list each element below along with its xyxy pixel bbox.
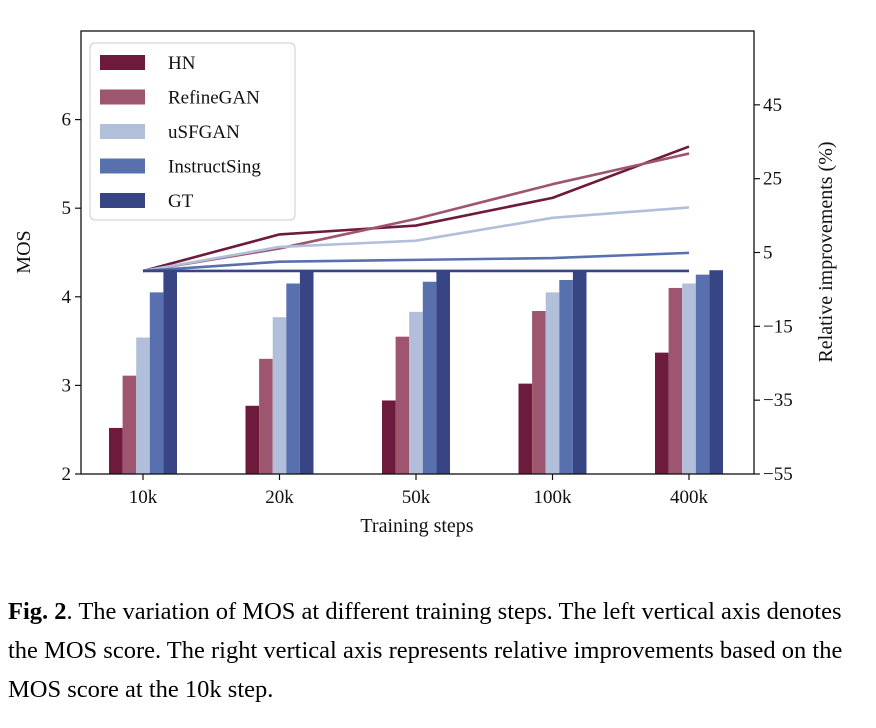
bar-instructsing-20k <box>286 283 300 474</box>
bar-hn-100k <box>518 383 533 474</box>
x-tick-label: 400k <box>670 487 709 508</box>
legend-frame <box>89 42 296 221</box>
y-axis-label: MOS <box>13 230 35 273</box>
bar-usfgan-50k <box>409 311 423 474</box>
bar-usfgan-100k <box>545 292 560 474</box>
bar-instructsing-10k <box>149 292 164 474</box>
bar-refinegan-400k <box>668 287 683 474</box>
bar-usfgan-20k <box>272 317 287 474</box>
bar-usfgan-10k <box>136 337 150 474</box>
bar-hn-400k <box>655 352 669 474</box>
y2-tick-label: 5 <box>763 243 773 264</box>
legend-swatch-usfgan <box>100 124 145 139</box>
x-tick-label: 50k <box>402 487 431 508</box>
bar-gt-10k <box>163 270 177 474</box>
bar-instructsing-50k <box>422 281 437 474</box>
y2-tick-label: −35 <box>763 390 793 411</box>
bar-hn-50k <box>382 400 396 474</box>
caption-label: Fig. 2 <box>8 598 67 625</box>
bar-gt-50k <box>436 270 450 474</box>
y-tick-label: 6 <box>62 110 72 131</box>
legend-label-gt: GT <box>168 191 194 212</box>
bar-refinegan-100k <box>532 310 546 474</box>
line-instructsing <box>142 251 690 273</box>
bar-usfgan-400k <box>682 283 696 474</box>
bar-instructsing-400k <box>695 274 710 474</box>
x-tick-label: 20k <box>265 487 294 508</box>
line-usfgan <box>142 206 690 273</box>
bar-refinegan-50k <box>395 336 410 474</box>
y2-tick-label: −15 <box>763 316 793 337</box>
y-tick-label: 4 <box>62 287 72 308</box>
x-axis-label: Training steps <box>360 515 473 537</box>
bar-instructsing-100k <box>559 279 573 474</box>
bar-gt-20k <box>299 270 314 474</box>
y2-tick-label: −55 <box>763 464 793 485</box>
bar-layer <box>109 270 723 474</box>
y-tick-label: 2 <box>62 464 72 485</box>
bar-gt-400k <box>709 270 723 474</box>
legend: HN RefineGAN uSFGAN InstructSing GT <box>89 42 296 221</box>
bar-refinegan-10k <box>122 375 137 474</box>
bar-hn-20k <box>245 405 260 474</box>
legend-swatch-hn <box>100 55 145 70</box>
legend-label-hn: HN <box>168 53 196 74</box>
bar-gt-100k <box>572 270 587 474</box>
y-tick-label: 5 <box>62 198 72 219</box>
legend-swatch-instructsing <box>100 158 145 174</box>
legend-label-refinegan: RefineGAN <box>168 88 260 109</box>
x-tick-label: 10k <box>129 487 158 508</box>
x-tick-label: 100k <box>534 487 573 508</box>
bar-hn-10k <box>109 427 123 474</box>
legend-swatch-gt <box>100 193 145 208</box>
y2-tick-label: 25 <box>763 169 782 190</box>
figure-caption: Fig. 2. The variation of MOS at differen… <box>8 592 868 709</box>
y-tick-label: 3 <box>62 375 72 396</box>
legend-label-instructsing: InstructSing <box>168 157 261 178</box>
caption-text: . The variation of MOS at different trai… <box>8 598 843 703</box>
y2-tick-label: 45 <box>763 95 782 116</box>
line-hn <box>142 145 690 273</box>
legend-label-usfgan: uSFGAN <box>168 122 240 143</box>
legend-swatch-refinegan <box>100 89 145 105</box>
y2-axis-label: Relative improvements (%) <box>815 141 837 362</box>
improvement-line-layer <box>142 145 690 273</box>
bar-refinegan-20k <box>259 358 273 474</box>
